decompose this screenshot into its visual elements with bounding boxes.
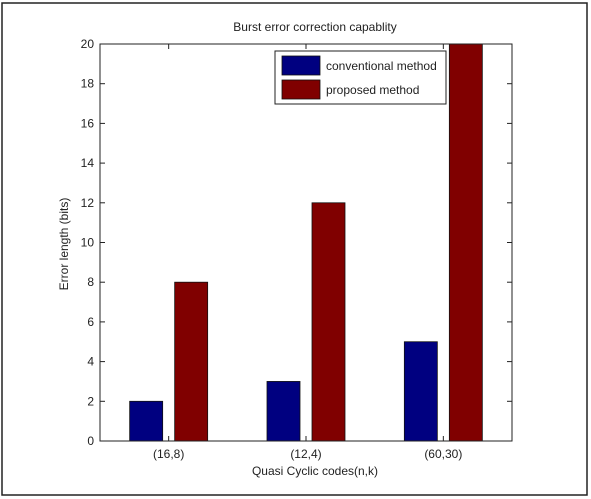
legend-swatch-conventional-method xyxy=(281,55,321,76)
bar-conventional-method-60-30 xyxy=(403,341,438,442)
legend-label-conventional-method: conventional method xyxy=(326,59,437,73)
y-tick-label: 8 xyxy=(87,275,94,289)
x-tick-label-12-4: (12,4) xyxy=(290,447,321,461)
y-axis-label: Error length (bits) xyxy=(57,198,71,291)
y-tick-label: 4 xyxy=(87,355,94,369)
bars-layer xyxy=(129,43,483,442)
bar-conventional-method-16-8 xyxy=(129,400,164,442)
y-tick-label: 18 xyxy=(81,77,95,91)
x-tick-label-16-8: (16,8) xyxy=(153,447,184,461)
legend: conventional method proposed method xyxy=(274,50,447,105)
y-tick-label: 20 xyxy=(81,37,95,51)
y-tick-label: 2 xyxy=(87,394,94,408)
plot-area xyxy=(100,44,512,441)
y-tick-label: 0 xyxy=(87,434,94,448)
y-tick-label: 14 xyxy=(81,156,95,170)
bar-conventional-method-12-4 xyxy=(266,381,301,442)
x-tick-label-60-30: (60,30) xyxy=(424,447,462,461)
bar-proposed-method-60-30 xyxy=(448,43,483,442)
y-tick-label: 12 xyxy=(81,196,95,210)
chart-title: Burst error correction capablity xyxy=(233,20,396,34)
legend-swatch-proposed-method xyxy=(281,79,321,100)
legend-label-proposed-method: proposed method xyxy=(326,83,419,97)
bar-proposed-method-12-4 xyxy=(311,202,346,442)
y-tick-label: 16 xyxy=(81,116,95,130)
y-tick-label: 6 xyxy=(87,315,94,329)
y-tick-label: 10 xyxy=(81,236,95,250)
ticks-layer: 0 2 4 6 8 10 12 14 16 18 20 (16,8) (12,4) (60,30) xyxy=(81,37,512,461)
bar-proposed-method-16-8 xyxy=(174,281,209,442)
x-axis-label: Quasi Cyclic codes(n,k) xyxy=(252,464,378,478)
